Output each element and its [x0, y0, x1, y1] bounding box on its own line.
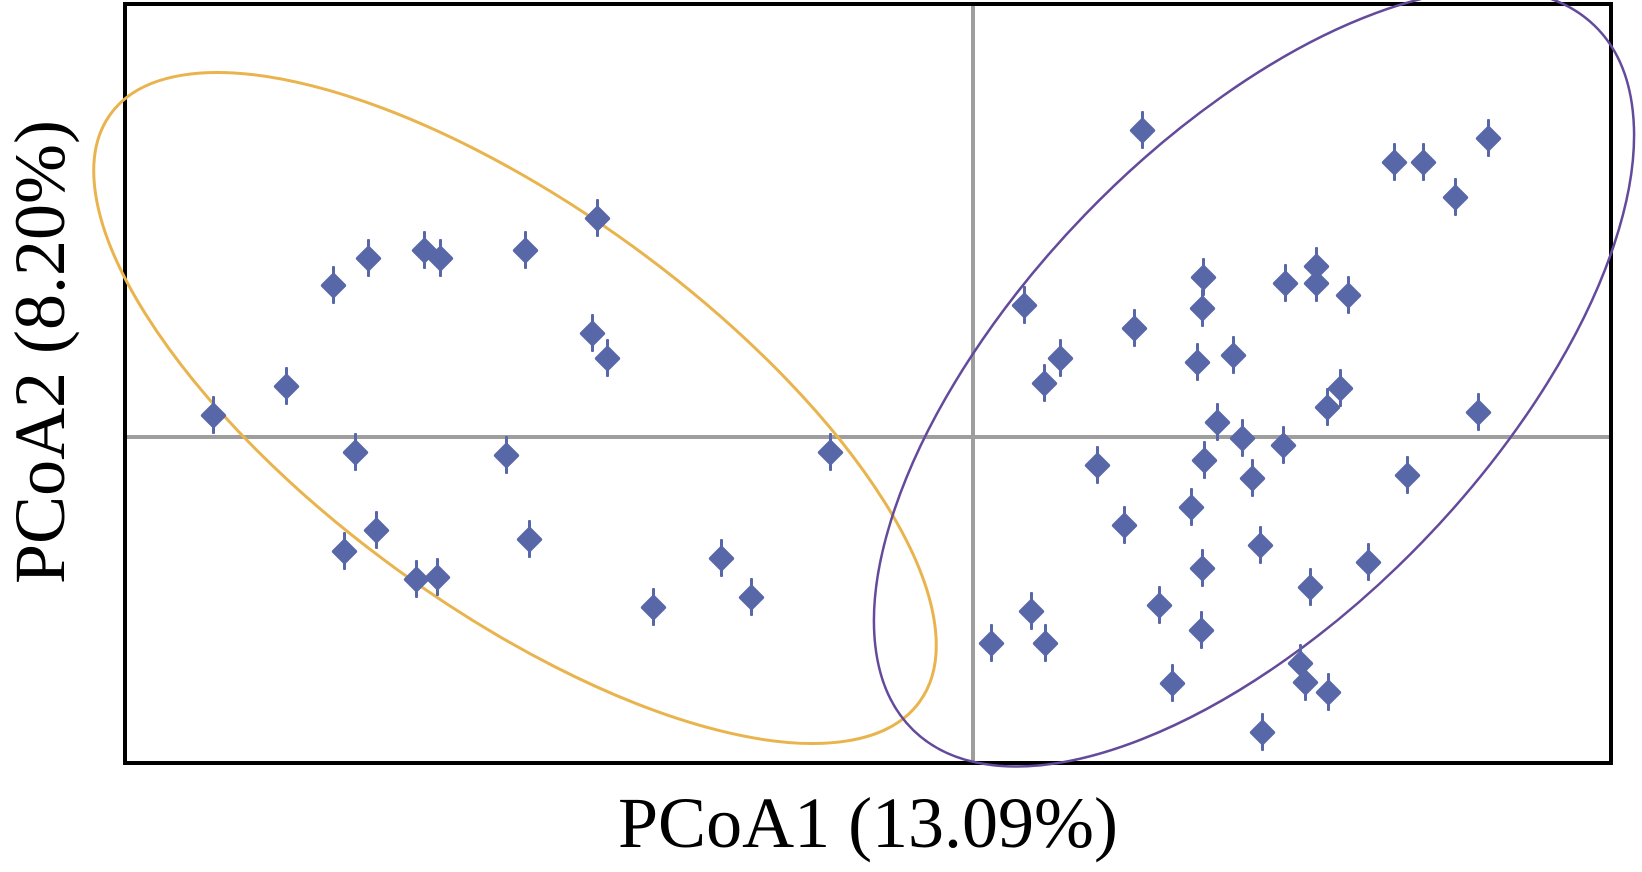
horizontal-origin-line [127, 435, 1609, 439]
y-axis-label: PCoA2 (8.20%) [0, 120, 80, 584]
x-axis-label: PCoA1 (13.09%) [618, 783, 1118, 863]
vertical-origin-line [971, 6, 975, 761]
plot-frame [123, 2, 1613, 765]
